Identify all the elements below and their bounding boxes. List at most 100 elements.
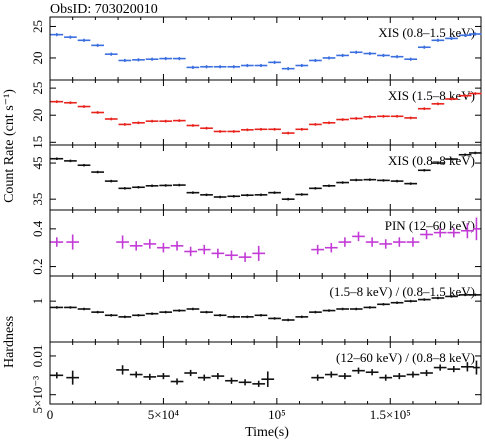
data-point (404, 57, 418, 61)
data-point (336, 53, 349, 58)
data-point (406, 237, 420, 247)
data-point (447, 366, 461, 373)
data-point (322, 184, 336, 188)
y-axis-label-rate: Count Rate (cnt s⁻¹) (2, 89, 17, 203)
data-point (184, 246, 197, 257)
data-point (172, 119, 186, 122)
data-point (132, 314, 145, 317)
panel-annotation: (1.5–8 keV) / (0.8–1.5 keV) (330, 284, 476, 299)
data-point (104, 52, 118, 56)
data-point (420, 229, 433, 240)
data-point (363, 178, 377, 181)
data-point (64, 159, 77, 163)
data-point (295, 315, 309, 319)
y-tick-label: 0.2 (30, 258, 45, 274)
data-point (363, 115, 377, 119)
data-point (458, 153, 472, 157)
data-point (197, 374, 211, 381)
data-point (227, 315, 241, 319)
data-point (50, 372, 64, 379)
data-point (241, 193, 254, 197)
data-point (281, 67, 295, 71)
panel-annotation: (12–60 keV) / (0.8–8 keV) (336, 350, 475, 365)
data-point (431, 296, 445, 300)
data-point (118, 123, 132, 126)
data-point (433, 227, 447, 238)
data-point (184, 369, 197, 377)
data-point (468, 151, 482, 155)
data-point (390, 114, 404, 118)
data-point (200, 193, 213, 197)
data-point (77, 307, 91, 311)
data-point (377, 53, 390, 58)
data-point (129, 241, 143, 251)
data-point (311, 244, 325, 255)
panel-annotation: XIS (0.8–8 keV) (388, 153, 475, 168)
data-point (66, 370, 80, 385)
data-point (349, 307, 363, 311)
data-point (254, 193, 268, 197)
data-point (91, 170, 104, 174)
obsid-label: ObsID: 703020010 (50, 2, 158, 17)
data-point (468, 92, 482, 95)
data-point (227, 130, 241, 133)
data-point (377, 179, 390, 182)
data-point (338, 373, 352, 380)
data-point (379, 374, 393, 381)
data-point (227, 195, 241, 198)
data-point (50, 306, 64, 309)
data-point (252, 245, 266, 261)
panel-frame (49, 341, 482, 405)
data-point (363, 306, 377, 309)
data-point (116, 235, 129, 249)
y-tick-label: 0.01 (30, 345, 45, 368)
data-point (213, 195, 227, 199)
data-point (254, 314, 268, 317)
data-point (281, 131, 295, 135)
data-point (118, 315, 132, 319)
data-point (445, 97, 458, 101)
data-point (281, 318, 295, 322)
data-point (241, 315, 254, 319)
data-point (241, 128, 254, 132)
data-point (417, 169, 431, 172)
data-point (186, 191, 200, 194)
data-point (352, 367, 365, 374)
data-point (379, 239, 393, 249)
data-point (145, 119, 159, 123)
panel-hardness-xis: 1 (1.5–8 keV) / (0.8–1.5 keV) (30, 275, 482, 343)
data-point (431, 161, 445, 165)
data-point (213, 130, 227, 133)
data-point (104, 179, 118, 183)
y-tick-label: 25 (30, 20, 45, 33)
data-point (458, 94, 472, 98)
data-point (157, 243, 170, 253)
data-point (261, 371, 275, 387)
data-point (295, 63, 309, 68)
data-point (227, 65, 241, 69)
data-point (295, 127, 309, 131)
data-point (132, 185, 145, 189)
data-point (143, 373, 157, 380)
y-axis-label-hardness: Hardness (2, 316, 17, 368)
data-point (172, 183, 186, 187)
data-point (349, 178, 363, 182)
data-point (309, 187, 322, 190)
data-point (252, 380, 266, 387)
data-point (91, 111, 104, 114)
data-point (143, 239, 157, 249)
data-point (445, 36, 458, 40)
y-tick-label: 20 (30, 109, 45, 122)
data-point (213, 314, 227, 317)
data-point (445, 295, 458, 298)
data-point (390, 179, 404, 183)
y-tick-label: 0.4 (30, 220, 45, 237)
data-point (433, 364, 447, 371)
data-point (404, 116, 418, 120)
data-point (200, 310, 213, 314)
panel-annotation: XIS (0.8–1.5 keV) (378, 25, 475, 40)
data-point (50, 33, 64, 37)
data-point (104, 314, 118, 317)
data-point (309, 310, 322, 314)
